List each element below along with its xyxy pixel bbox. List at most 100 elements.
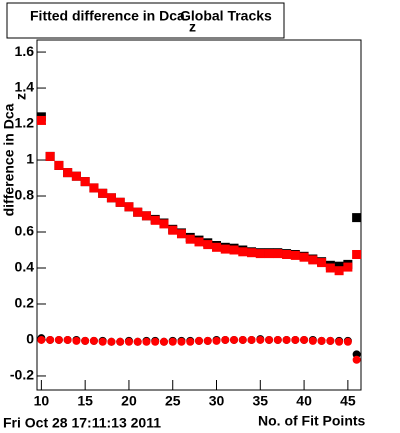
point — [89, 183, 99, 193]
x-tick-label: 30 — [209, 393, 225, 409]
point — [133, 207, 143, 217]
point — [282, 249, 292, 259]
point — [308, 336, 317, 345]
timestamp: Fri Oct 28 17:11:13 2011 — [3, 415, 161, 431]
point — [255, 249, 265, 259]
point — [264, 249, 274, 259]
point — [89, 336, 98, 345]
point — [159, 219, 169, 229]
point — [317, 258, 327, 268]
point — [299, 252, 309, 262]
point — [343, 262, 353, 272]
point — [168, 337, 177, 346]
y-tick-label: 1.2 — [15, 115, 35, 131]
point — [72, 336, 81, 345]
point — [291, 335, 300, 344]
point — [185, 234, 195, 244]
point — [325, 263, 335, 273]
y-tick-label: 0.4 — [15, 259, 35, 275]
point — [71, 171, 81, 181]
point — [282, 335, 291, 344]
point — [98, 188, 108, 198]
point — [230, 335, 239, 344]
point — [63, 168, 73, 178]
y-axis-label-subscript: z — [13, 93, 29, 100]
point — [150, 215, 160, 225]
x-tick-label: 45 — [340, 393, 356, 409]
chart-title-subscript: z — [189, 19, 196, 35]
point — [334, 266, 344, 276]
point — [317, 336, 326, 345]
point — [300, 335, 309, 344]
chart-title: Fitted difference in Dca — [30, 8, 185, 24]
point — [141, 211, 151, 221]
y-tick-label: 0.2 — [15, 295, 35, 311]
y-tick-label: 0.8 — [15, 187, 35, 203]
point — [124, 202, 134, 212]
point — [177, 337, 186, 346]
y-tick-label: 0.6 — [15, 223, 35, 239]
point — [54, 335, 63, 344]
point — [186, 337, 195, 346]
point — [46, 335, 55, 344]
point — [124, 337, 133, 346]
point — [195, 336, 203, 345]
x-tick-label: 15 — [77, 393, 93, 409]
point — [265, 335, 274, 344]
point — [352, 249, 362, 259]
point — [256, 335, 265, 344]
y-axis-label: difference in Dca — [1, 103, 17, 216]
point — [238, 335, 247, 344]
point — [308, 255, 318, 265]
y-tick-label: -0.2 — [10, 367, 34, 383]
chart-title-suffix: Global Tracks — [180, 8, 272, 24]
point — [115, 197, 125, 207]
point — [238, 247, 248, 257]
point — [343, 337, 352, 346]
point — [142, 337, 151, 346]
x-tick-label: 20 — [121, 393, 137, 409]
point — [221, 335, 230, 344]
point — [37, 335, 46, 344]
point — [326, 336, 335, 345]
point — [352, 213, 362, 223]
point — [151, 337, 160, 346]
point — [107, 337, 116, 346]
point — [80, 177, 90, 187]
title-box — [6, 2, 285, 39]
point — [203, 240, 213, 250]
y-tick-label: 1 — [26, 151, 34, 167]
point — [212, 242, 222, 252]
x-tick-label: 40 — [296, 393, 312, 409]
point — [176, 229, 186, 239]
point — [168, 225, 178, 235]
point — [159, 337, 168, 346]
point — [63, 335, 72, 344]
point — [98, 337, 107, 346]
point — [106, 193, 116, 203]
point — [212, 336, 221, 345]
x-tick-label: 10 — [34, 393, 50, 409]
y-tick-label: 1.6 — [15, 43, 35, 59]
point — [273, 335, 282, 344]
point — [247, 248, 257, 258]
point — [220, 244, 230, 254]
point — [335, 337, 344, 346]
x-axis-label: No. of Fit Points — [258, 413, 366, 429]
point — [81, 336, 90, 345]
point — [116, 337, 125, 346]
x-tick-label: 25 — [165, 393, 181, 409]
x-tick-label: 35 — [253, 393, 269, 409]
y-tick-label: 0 — [26, 331, 34, 347]
point — [45, 151, 55, 161]
point — [36, 115, 46, 125]
point — [352, 355, 361, 364]
point — [229, 245, 239, 255]
point — [273, 249, 283, 259]
point — [194, 237, 204, 247]
point — [290, 250, 300, 260]
y-tick-label: 1.4 — [15, 79, 35, 95]
point — [54, 160, 64, 170]
point — [247, 335, 256, 344]
